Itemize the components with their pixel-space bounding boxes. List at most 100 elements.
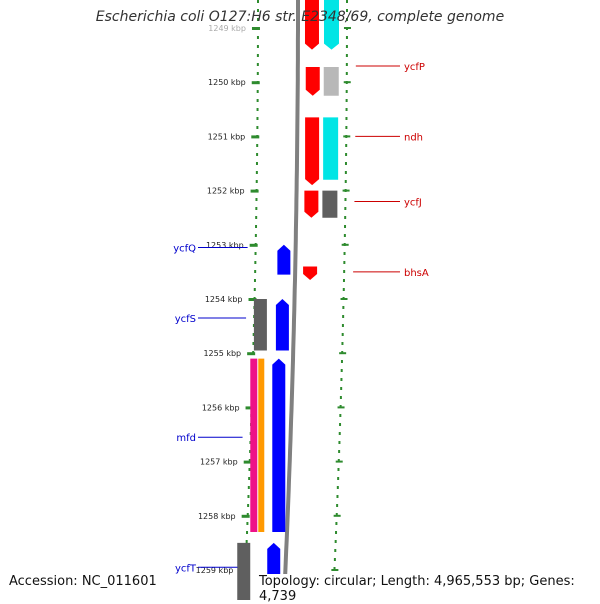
ruler-tick-label: 1253 kbp (206, 241, 244, 250)
outer-ruler-track-dot (345, 45, 348, 48)
outer-ruler-track-dot (333, 558, 336, 561)
gene-bhsA (303, 266, 318, 281)
ruler-tick (251, 81, 260, 85)
inner-ruler-track-dot (253, 288, 256, 291)
inner-ruler-track-dot (248, 477, 251, 480)
ruler-tick-label: 1256 kbp (202, 403, 240, 412)
outer-ruler-track-dot (345, 54, 348, 57)
outer-ruler-track-dot (344, 198, 347, 201)
outer-ruler-track-dot (346, 0, 348, 3)
outer-ruler-track-dot (343, 270, 346, 273)
inner-ruler-track-dot (255, 216, 258, 219)
ruler-tick-outer (340, 298, 348, 300)
gene-label-ycfQ: ycfQ (173, 244, 196, 255)
outer-ruler-track-dot (343, 261, 346, 264)
outer-ruler-track-dot (344, 207, 347, 210)
outer-ruler-track-dot (345, 36, 348, 39)
outer-ruler-track-dot (345, 72, 348, 75)
cog-box (323, 67, 339, 96)
outer-ruler-track-dot (339, 396, 342, 399)
genome-backbone (282, 0, 300, 600)
genome-title: Escherichia coli O127:H6 str. E2348/69, … (95, 9, 505, 25)
inner-ruler-track-dot (246, 531, 249, 534)
inner-ruler-track-dot (256, 99, 259, 102)
gene-fragment-top (304, 0, 319, 50)
ruler-tick-outer (343, 135, 351, 138)
outer-ruler-track-dot (344, 162, 347, 165)
gene-ycfQ (277, 244, 291, 275)
inner-ruler-track-dot (252, 342, 255, 345)
outer-ruler-track-dot (345, 99, 348, 102)
inner-ruler-track-dot (248, 459, 251, 462)
inner-ruler-track-dot (256, 9, 259, 12)
ruler-tick-label: 1252 kbp (207, 187, 245, 196)
outer-ruler-track-dot (333, 567, 336, 570)
inner-ruler-track-dot (255, 225, 258, 228)
gene-label-mfd: mfd (176, 433, 196, 444)
ruler-tick (249, 243, 258, 247)
outer-ruler-track-dot (338, 432, 341, 435)
outer-ruler-track-dot (336, 486, 339, 489)
outer-ruler-track-dot (336, 504, 339, 507)
outer-ruler-track-dot (343, 234, 346, 237)
outer-ruler-track-dot (342, 288, 345, 291)
ruler-tick (251, 135, 260, 139)
outer-ruler-track-dot (343, 252, 346, 255)
inner-ruler-track-dot (255, 207, 258, 210)
inner-ruler-track-dot (255, 171, 258, 174)
outer-ruler-track-dot (345, 18, 348, 21)
inner-ruler-track-dot (254, 234, 257, 237)
cog-box (323, 0, 339, 50)
outer-ruler-track-dot (344, 225, 347, 228)
cog-box (322, 190, 338, 218)
outer-ruler-track-dot (345, 63, 348, 66)
inner-ruler-track-dot (257, 0, 259, 3)
ruler-tick (245, 406, 254, 410)
inner-ruler-track-dot (256, 144, 259, 147)
gene-label-bhsA: bhsA (404, 268, 429, 279)
outer-ruler-track-dot (334, 549, 337, 552)
ruler-tick-outer (335, 460, 343, 463)
ruler-tick-label: 1251 kbp (208, 132, 246, 141)
ruler-tick-outer (343, 81, 351, 84)
inner-ruler-track-dot (247, 486, 250, 489)
inner-ruler-track-dot (254, 261, 257, 264)
gene-label-ycfJ: ycfJ (404, 197, 422, 208)
ruler-tick-outer (343, 27, 351, 29)
gene-ndh (305, 117, 320, 186)
inner-ruler-track-dot (256, 63, 259, 66)
ruler-tick (251, 27, 260, 30)
outer-ruler-track-dot (345, 9, 348, 12)
outer-ruler-track-dot (344, 171, 347, 174)
gene-label-ycfS: ycfS (175, 314, 196, 325)
outer-ruler-track-dot (339, 423, 342, 426)
cog-box-mfd-orange (258, 358, 265, 533)
inner-ruler-track-dot (256, 117, 259, 120)
gene-ycfP (305, 67, 320, 96)
inner-ruler-track-dot (256, 54, 259, 57)
ruler-tick-outer (331, 569, 339, 571)
inner-ruler-track-dot (256, 108, 259, 111)
outer-ruler-track-dot (335, 531, 338, 534)
ruler-tick (243, 460, 252, 464)
ruler-tick-outer (342, 189, 350, 192)
ruler-tick (250, 189, 259, 193)
outer-ruler-track (332, 0, 348, 597)
inner-ruler-track-dot (256, 45, 259, 48)
gene-mfd (272, 358, 286, 533)
accession-text: Accession: NC_011601 (7, 574, 159, 589)
inner-ruler-track-dot (245, 540, 248, 543)
outer-ruler-track-dot (337, 459, 340, 462)
outer-ruler-track-dot (338, 441, 341, 444)
inner-ruler-track-dot (248, 468, 251, 471)
outer-ruler-track-dot (342, 279, 345, 282)
inner-ruler-track-dot (247, 495, 250, 498)
outer-ruler-track-dot (345, 90, 348, 93)
inner-ruler-track-dot (256, 72, 259, 75)
outer-ruler-track-dot (345, 117, 348, 120)
outer-ruler-track-dot (345, 153, 348, 156)
outer-ruler-track-dot (334, 540, 337, 543)
inner-ruler-track-dot (254, 252, 257, 255)
gene-label-ndh: ndh (404, 132, 423, 143)
ruler-tick-outer (341, 243, 349, 246)
